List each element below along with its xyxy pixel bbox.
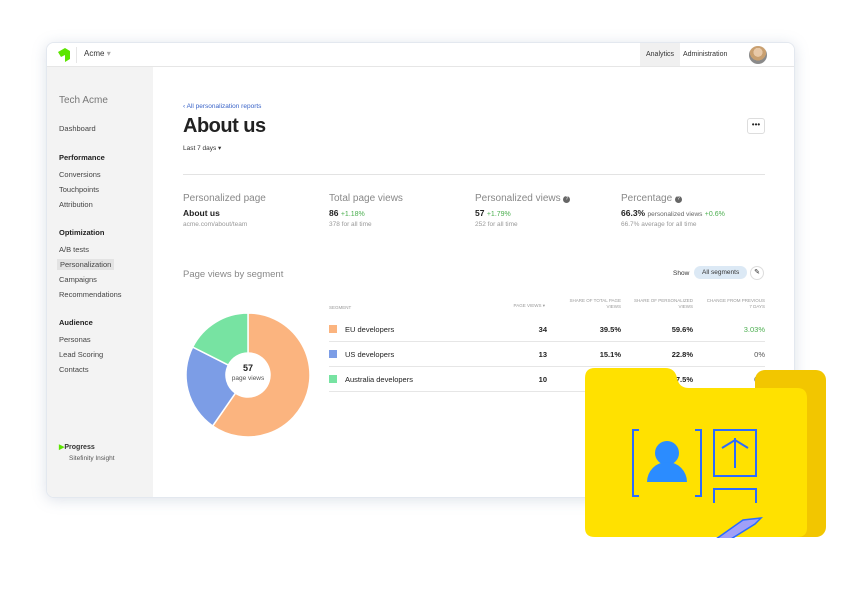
col-change: CHANGE FROM PREVIOUS 7 DAYS: [706, 298, 765, 309]
brand-product: Sitefinity Insight: [69, 455, 115, 462]
donut-slice-us-developers[interactable]: [185, 345, 237, 427]
sidebar-item-touchpoints[interactable]: Touchpoints: [59, 185, 100, 194]
help-icon[interactable]: ?: [674, 196, 682, 203]
segment-name: US developers: [345, 350, 395, 359]
divider: [76, 47, 77, 63]
kpi-total-page-views: Total page views 86 +1.18% 378 for all t…: [329, 193, 403, 228]
table-row[interactable]: US developers 13 15.1% 22.8% 0%: [329, 342, 765, 367]
folder-front: [585, 368, 807, 537]
section-optimization: Optimization: [59, 228, 105, 237]
folder-illustration: [585, 368, 826, 538]
share-total: 15.1%: [599, 350, 621, 359]
sidebar-item-personas[interactable]: Personas: [59, 335, 91, 344]
share-total: 39.5%: [599, 325, 621, 334]
brand-logo: ▶Progress: [59, 444, 95, 451]
page-title: About us: [183, 115, 266, 137]
sidebar-item-campaigns[interactable]: Campaigns: [59, 275, 97, 284]
org-switcher[interactable]: Acme ▾: [84, 49, 111, 58]
col-segment: SEGMENT: [329, 305, 352, 310]
sidebar: Tech Acme Dashboard Performance Conversi…: [47, 67, 153, 497]
col-share-personalized: SHARE OF PERSONALIZED VIEWS: [633, 298, 693, 309]
sidebar-item-contacts[interactable]: Contacts: [59, 365, 89, 374]
progress-logo-icon[interactable]: [57, 48, 70, 62]
segment-name: Australia developers: [345, 375, 413, 384]
kpi-personalized-views: Personalized views ? 57 +1.79% 252 for a…: [475, 193, 571, 228]
nav-administration[interactable]: Administration: [683, 51, 728, 58]
show-label: Show: [673, 270, 690, 277]
col-page-views[interactable]: PAGE VIEWS ▾: [513, 303, 545, 308]
share-personalized: 59.6%: [671, 325, 693, 334]
sidebar-item-attribution[interactable]: Attribution: [59, 200, 93, 209]
chevron-down-icon: ▾: [106, 49, 111, 58]
sidebar-item-dashboard[interactable]: Dashboard: [59, 124, 96, 133]
section-performance: Performance: [59, 153, 105, 162]
donut-slice-eu-developers[interactable]: [211, 312, 311, 438]
help-icon[interactable]: ?: [563, 196, 571, 203]
segment-name: EU developers: [345, 325, 395, 334]
progress-logo-icon: ▶: [59, 444, 65, 451]
top-bar: Acme ▾ Analytics Administration: [47, 43, 794, 67]
segment-filter[interactable]: All segments: [694, 266, 748, 279]
share-personalized: 17.5%: [671, 375, 693, 384]
section-audience: Audience: [59, 318, 93, 327]
col-share-total: SHARE OF TOTAL PAGE VIEWS: [569, 298, 621, 309]
segment-color-swatch: [329, 350, 337, 358]
segment-color-swatch: [329, 375, 337, 383]
person-icon: [655, 441, 679, 465]
table-row[interactable]: EU developers 34 39.5% 59.6% 3.03%: [329, 317, 765, 342]
page-views: 13: [538, 350, 547, 359]
back-link[interactable]: ‹ All personalization reports: [183, 103, 262, 110]
pencil-icon: [716, 517, 764, 538]
org-title: Tech Acme: [59, 95, 108, 106]
kpi-personalized-page: Personalized page About us acme.com/abou…: [183, 193, 266, 228]
change: 3.03%: [743, 325, 765, 334]
page-views: 10: [538, 375, 547, 384]
donut-slice-australia-developers[interactable]: [191, 312, 249, 367]
upload-icon: [713, 429, 757, 477]
avatar[interactable]: [749, 46, 767, 64]
donut-total: 57: [242, 363, 253, 373]
more-options-button[interactable]: •••: [747, 118, 765, 134]
kpi-percentage: Percentage ? 66.3% personalized views +0…: [621, 193, 725, 228]
section-title: Page views by segment: [183, 269, 284, 280]
main-content: ‹ All personalization reports About us L…: [153, 67, 794, 497]
pencil-icon[interactable]: ✎: [750, 266, 764, 280]
sidebar-item-personalization[interactable]: Personalization: [57, 259, 115, 270]
sidebar-item-lead-scoring[interactable]: Lead Scoring: [59, 350, 104, 359]
sidebar-item-conversions[interactable]: Conversions: [59, 170, 101, 179]
org-name: Acme: [84, 49, 105, 58]
segment-donut-chart: [185, 312, 311, 438]
share-personalized: 22.8%: [671, 350, 693, 359]
sidebar-item-ab-tests[interactable]: A/B tests: [59, 245, 90, 254]
nav-analytics[interactable]: Analytics: [640, 43, 681, 66]
page-views: 34: [538, 325, 547, 334]
sidebar-item-recommendations[interactable]: Recommendations: [59, 290, 122, 299]
divider: [183, 174, 765, 175]
app-window: Acme ▾ Analytics Administration Tech Acm…: [46, 42, 795, 498]
segment-color-swatch: [329, 325, 337, 333]
donut-total-label: page views: [231, 375, 265, 382]
date-range-dropdown[interactable]: Last 7 days ▾: [183, 145, 222, 152]
change: 0%: [754, 350, 765, 359]
